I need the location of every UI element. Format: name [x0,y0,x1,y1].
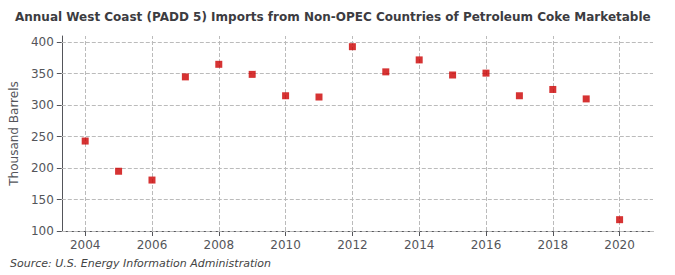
svg-text:2010: 2010 [270,238,301,252]
svg-text:150: 150 [31,193,54,207]
svg-text:2014: 2014 [404,238,435,252]
svg-text:2016: 2016 [471,238,502,252]
svg-text:2012: 2012 [337,238,368,252]
svg-text:Annual West Coast (PADD 5) Imp: Annual West Coast (PADD 5) Imports from … [15,10,651,24]
svg-text:2004: 2004 [70,238,101,252]
svg-text:400: 400 [31,35,54,49]
svg-text:2018: 2018 [538,238,569,252]
svg-text:250: 250 [31,130,54,144]
svg-text:200: 200 [31,161,54,175]
svg-text:2006: 2006 [137,238,168,252]
svg-text:Source: U.S. Energy Informatio: Source: U.S. Energy Information Administ… [10,257,271,270]
svg-text:350: 350 [31,67,54,81]
svg-text:Thousand Barrels: Thousand Barrels [7,81,21,186]
svg-text:2008: 2008 [204,238,235,252]
svg-text:300: 300 [31,98,54,112]
svg-text:100: 100 [31,224,54,238]
svg-text:2020: 2020 [604,238,635,252]
